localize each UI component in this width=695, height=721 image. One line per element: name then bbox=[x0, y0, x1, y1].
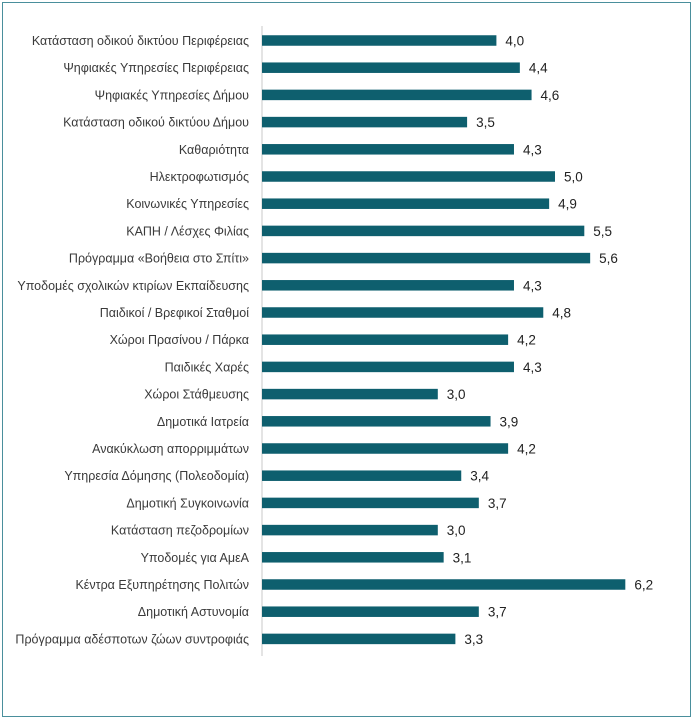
category-label: Ηλεκτροφωτισμός bbox=[150, 170, 249, 184]
category-label: Παιδικές Χαρές bbox=[165, 360, 249, 374]
bar bbox=[262, 524, 438, 536]
data-label: 3,0 bbox=[447, 387, 466, 402]
bar bbox=[262, 416, 491, 427]
data-label: 4,3 bbox=[523, 142, 542, 157]
data-label: 3,7 bbox=[488, 496, 507, 511]
category-label: Καθαριότητα bbox=[179, 143, 249, 157]
bar bbox=[262, 171, 555, 182]
category-label: Πρόγραμμα αδέσποτων ζώων συντροφιάς bbox=[15, 632, 249, 646]
category-label: Δημοτική Αστυνομία bbox=[138, 605, 249, 619]
bar bbox=[262, 307, 544, 318]
category-label: Υπηρεσία Δόμησης (Πολεοδομία) bbox=[64, 469, 249, 483]
bar bbox=[262, 225, 585, 237]
data-label: 5,0 bbox=[564, 170, 583, 185]
category-label: Κατάσταση οδικού δικτύου Δήμου bbox=[63, 116, 249, 130]
category-label: ΚΑΠΗ / Λέσχες Φιλίας bbox=[126, 224, 249, 238]
bar bbox=[262, 443, 509, 454]
category-label: Παιδικοί / Βρεφικοί Σταθμοί bbox=[100, 306, 249, 320]
bar bbox=[262, 62, 520, 73]
data-label: 4,3 bbox=[523, 360, 542, 375]
data-label: 3,1 bbox=[453, 550, 472, 565]
category-label: Κοινωνικές Υπηρεσίες bbox=[126, 197, 249, 211]
bar bbox=[262, 497, 479, 509]
category-label: Κατάσταση πεζοδρομίων bbox=[111, 524, 249, 538]
data-label: 5,5 bbox=[593, 224, 612, 239]
bar bbox=[262, 334, 509, 345]
category-label: Ψηφιακές Υπηρεσίες Περιφέρειας bbox=[63, 61, 249, 75]
bar bbox=[262, 116, 468, 128]
category-label: Πρόγραμμα «Βοήθεια στο Σπίτι» bbox=[69, 252, 249, 266]
category-label: Ανακύκλωση απορριμμάτων bbox=[92, 442, 249, 456]
category-label: Χώροι Στάθμευσης bbox=[144, 388, 249, 402]
data-label: 4,9 bbox=[558, 197, 577, 212]
data-label: 4,2 bbox=[517, 333, 536, 348]
bar bbox=[262, 388, 438, 400]
category-label: Υποδομές σχολικών κτιρίων Εκπαίδευσης bbox=[17, 279, 249, 293]
bar bbox=[262, 633, 456, 645]
category-label: Υποδομές για ΑμεΑ bbox=[141, 551, 250, 565]
bar bbox=[262, 35, 497, 46]
bar bbox=[262, 579, 626, 590]
bar bbox=[262, 144, 514, 155]
bar bbox=[262, 280, 514, 291]
category-label: Δημοτική Συγκοινωνία bbox=[126, 496, 249, 510]
category-label: Κέντρα Εξυπηρέτησης Πολιτών bbox=[75, 578, 249, 592]
data-label: 6,2 bbox=[634, 578, 653, 593]
data-label: 4,3 bbox=[523, 278, 542, 293]
data-label: 4,2 bbox=[517, 442, 536, 457]
bar bbox=[262, 470, 462, 481]
category-label: Χώροι Πρασίνου / Πάρκα bbox=[110, 333, 249, 347]
bar bbox=[262, 552, 444, 563]
bar bbox=[262, 606, 479, 617]
data-label: 4,0 bbox=[505, 34, 524, 49]
data-label: 3,3 bbox=[464, 632, 483, 647]
bar bbox=[262, 89, 532, 101]
data-label: 3,5 bbox=[476, 115, 495, 130]
bar bbox=[262, 252, 591, 264]
data-label: 5,6 bbox=[599, 251, 618, 266]
data-label: 4,4 bbox=[529, 61, 548, 76]
category-label: Δημοτικά Ιατρεία bbox=[157, 415, 249, 429]
bar bbox=[262, 198, 550, 209]
category-label: Ψηφιακές Υπηρεσίες Δήμου bbox=[95, 88, 250, 102]
data-label: 3,9 bbox=[500, 414, 519, 429]
data-label: 4,6 bbox=[541, 88, 560, 103]
bar bbox=[262, 361, 514, 373]
category-label: Κατάσταση οδικού δικτύου Περιφέρειας bbox=[32, 34, 249, 48]
data-label: 3,0 bbox=[447, 523, 466, 538]
data-label: 4,8 bbox=[552, 306, 571, 321]
data-label: 3,4 bbox=[470, 469, 489, 484]
data-label: 3,7 bbox=[488, 605, 507, 620]
